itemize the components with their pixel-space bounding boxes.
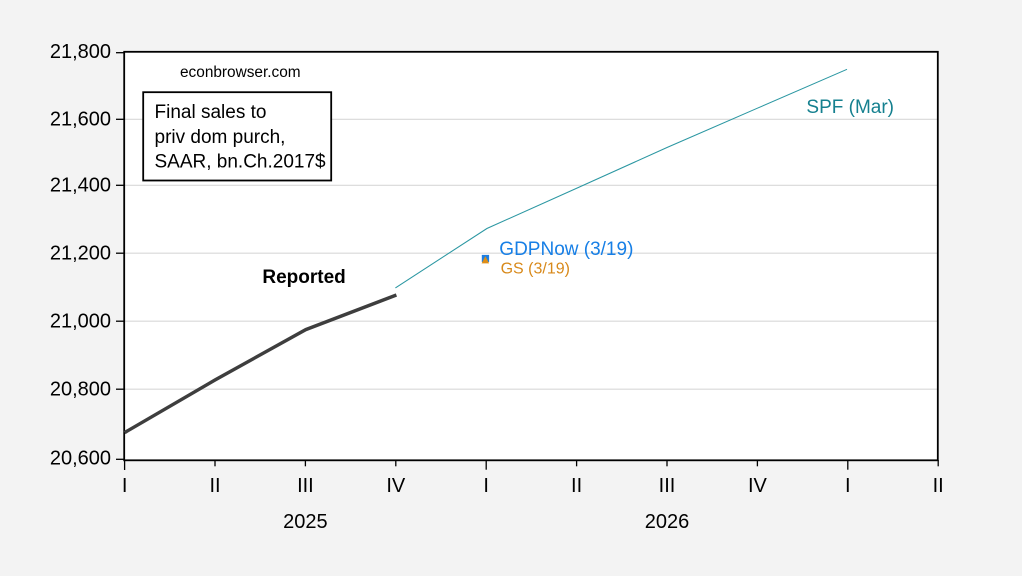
svg-text:21,200: 21,200 (50, 243, 111, 265)
svg-text:I: I (483, 475, 489, 497)
svg-text:II: II (933, 475, 944, 497)
svg-text:21,600: 21,600 (50, 109, 111, 131)
svg-text:2026: 2026 (645, 511, 690, 533)
svg-text:GS (3/19): GS (3/19) (501, 260, 570, 277)
svg-text:SAAR, bn.Ch.2017$: SAAR, bn.Ch.2017$ (155, 151, 327, 172)
svg-text:III: III (659, 475, 676, 497)
svg-text:21,000: 21,000 (50, 311, 111, 333)
svg-text:20,800: 20,800 (50, 379, 111, 401)
svg-text:III: III (297, 475, 314, 497)
svg-text:21,800: 21,800 (50, 41, 111, 63)
svg-text:20,600: 20,600 (50, 448, 111, 470)
svg-text:GDPNow (3/19): GDPNow (3/19) (499, 239, 633, 260)
svg-text:Reported: Reported (262, 267, 345, 288)
svg-text:SPF (Mar): SPF (Mar) (806, 97, 894, 118)
svg-text:IV: IV (386, 475, 406, 497)
svg-text:priv dom purch,: priv dom purch, (155, 127, 286, 148)
svg-text:II: II (571, 475, 582, 497)
svg-text:I: I (845, 475, 851, 497)
svg-text:21,400: 21,400 (50, 175, 111, 197)
svg-text:Final sales to: Final sales to (155, 102, 267, 123)
svg-text:IV: IV (748, 475, 768, 497)
svg-text:2025: 2025 (283, 511, 328, 533)
svg-text:II: II (209, 475, 220, 497)
svg-text:econbrowser.com: econbrowser.com (180, 64, 301, 81)
svg-text:I: I (122, 475, 128, 497)
